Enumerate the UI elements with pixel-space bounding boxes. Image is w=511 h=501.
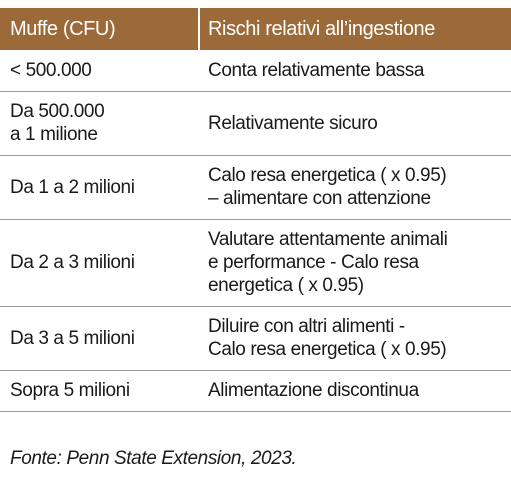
cell-line: Da 3 a 5 milioni	[10, 327, 135, 349]
row-separator	[0, 306, 511, 307]
cell-line: Calo resa energetica ( x 0.95)	[208, 339, 447, 360]
header-band	[0, 8, 511, 50]
table-cell: Conta relativamente bassa	[208, 50, 424, 91]
row-separator	[0, 155, 511, 156]
cell-line: Relativamente sicuro	[208, 112, 378, 134]
table-cell: Da 3 a 5 milioni	[10, 306, 135, 370]
cell-line: Calo resa energetica ( x 0.95)	[208, 165, 447, 186]
table-cell: Da 1 a 2 milioni	[10, 155, 135, 219]
row-separator	[0, 411, 511, 412]
row-separator	[0, 91, 511, 92]
cell-line: a 1 milione	[10, 124, 98, 145]
table-cell: Da 500.000 a 1 milione	[10, 91, 105, 155]
cell-line: Valutare attentamente animali	[208, 229, 448, 250]
footer-note: Fonte: Penn State Extension, 2023.	[10, 448, 297, 469]
table-cell: < 500.000	[10, 50, 92, 91]
table-cell: Sopra 5 milioni	[10, 370, 130, 411]
cell-line: Da 1 a 2 milioni	[10, 176, 135, 198]
cell-line: Conta relativamente bassa	[208, 60, 425, 81]
cell-line: < 500.000	[10, 60, 92, 81]
table-cell: Diluire con altri alimenti - Calo resa en…	[208, 306, 447, 370]
cell-line: Da 2 a 3 milioni	[10, 252, 135, 273]
table-cell: Alimentazione discontinua	[208, 370, 419, 411]
cell-line: Sopra 5 milioni	[10, 380, 130, 401]
cell-line: e performance - Calo resa	[208, 252, 419, 273]
header-cell: Rischi relativi all’ingestione	[208, 17, 435, 40]
cell-line: Da 500.000	[10, 101, 105, 122]
header-cell: Muffe (CFU)	[10, 17, 116, 40]
table-cell: Da 2 a 3 milioni	[10, 219, 135, 306]
row-separator	[0, 219, 511, 220]
header-divider	[198, 8, 200, 50]
cell-line: – alimentare con attenzione	[208, 188, 431, 209]
table-cell: Calo resa energetica ( x 0.95) – alimenta…	[208, 155, 447, 219]
cell-line: energetica ( x 0.95)	[208, 275, 364, 296]
row-separator	[0, 370, 511, 371]
cell-line: Alimentazione discontinua	[208, 380, 419, 401]
cell-line: Diluire con altri alimenti -	[208, 316, 405, 337]
table-cell: Relativamente sicuro	[208, 91, 378, 155]
table-cell: Valutare attentamente animali e performan…	[208, 219, 448, 306]
